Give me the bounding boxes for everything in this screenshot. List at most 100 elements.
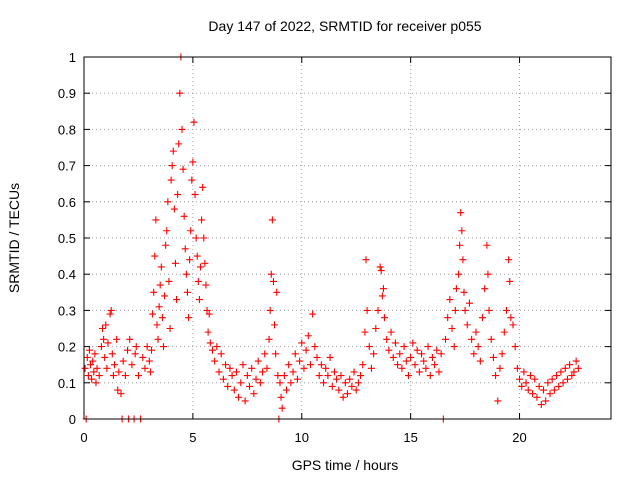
data-point: [139, 353, 147, 361]
data-point: [205, 310, 213, 318]
data-point: [237, 379, 245, 387]
x-tick-label: 5: [189, 430, 196, 445]
data-point: [128, 361, 136, 369]
data-point: [498, 350, 506, 358]
data-point: [182, 270, 190, 278]
data-point: [201, 259, 209, 267]
data-point: [500, 328, 508, 336]
y-tick-label: 1: [69, 50, 76, 65]
data-point: [191, 191, 199, 199]
data-point: [91, 350, 99, 358]
y-tick-label: 0: [69, 412, 76, 427]
data-point: [435, 368, 443, 376]
data-point: [354, 379, 362, 387]
data-point: [154, 335, 162, 343]
data-point: [468, 335, 476, 343]
data-point: [489, 353, 497, 361]
data-point: [424, 343, 432, 351]
data-point: [134, 372, 142, 380]
data-point: [254, 357, 262, 365]
data-point: [409, 339, 417, 347]
data-point: [357, 372, 365, 380]
data-point: [381, 314, 389, 322]
data-point: [157, 263, 165, 271]
data-point: [537, 401, 545, 409]
data-point: [539, 386, 547, 394]
data-point: [561, 364, 569, 372]
data-point: [383, 335, 391, 343]
data-point: [465, 299, 473, 307]
x-tick-label: 10: [295, 430, 309, 445]
data-point: [362, 256, 370, 264]
data-point: [280, 372, 288, 380]
data-point: [266, 306, 274, 314]
data-point: [219, 375, 227, 383]
data-point: [320, 379, 328, 387]
data-point: [188, 176, 196, 184]
data-point: [265, 335, 273, 343]
data-point: [106, 310, 114, 318]
data-point: [293, 375, 301, 383]
data-point: [474, 343, 482, 351]
data-point: [241, 397, 249, 405]
data-point: [228, 372, 236, 380]
data-point: [433, 346, 441, 354]
data-point: [484, 270, 492, 278]
data-point: [162, 241, 170, 249]
data-point: [302, 346, 310, 354]
data-point: [156, 281, 164, 289]
data-point: [190, 118, 198, 126]
data-point: [126, 335, 134, 343]
data-point: [461, 306, 469, 314]
data-point: [398, 364, 406, 372]
data-point: [298, 339, 306, 347]
data-point: [163, 227, 171, 235]
data-point: [187, 227, 195, 235]
data-point: [378, 292, 386, 300]
data-point: [92, 379, 100, 387]
data-point: [485, 306, 493, 314]
data-point: [243, 372, 251, 380]
data-point: [572, 357, 580, 365]
data-point: [458, 227, 466, 235]
data-point: [472, 328, 480, 336]
data-point: [158, 314, 166, 322]
data-point: [204, 328, 212, 336]
data-point: [422, 364, 430, 372]
y-axis-label: SRMTID / TECUs: [6, 183, 22, 293]
data-point: [505, 256, 513, 264]
data-point: [217, 350, 225, 358]
data-point: [232, 368, 240, 376]
data-point: [365, 343, 373, 351]
data-point: [330, 368, 338, 376]
data-point: [198, 216, 206, 224]
data-point: [87, 361, 95, 369]
data-point: [450, 343, 458, 351]
data-point: [84, 372, 92, 380]
data-point: [548, 375, 556, 383]
data-point: [535, 382, 543, 390]
data-point: [101, 353, 109, 361]
data-point: [261, 350, 269, 358]
data-point: [256, 379, 264, 387]
data-point: [169, 147, 177, 155]
data-point: [109, 372, 117, 380]
y-tick-label: 0.8: [58, 122, 76, 137]
data-point: [520, 368, 528, 376]
data-point: [542, 397, 550, 405]
data-point: [502, 306, 510, 314]
data-point: [328, 382, 336, 390]
data-point: [341, 379, 349, 387]
data-point: [99, 325, 107, 332]
data-point: [200, 234, 208, 242]
data-point: [268, 216, 276, 224]
data-point: [114, 386, 122, 394]
data-point: [377, 267, 385, 275]
data-point: [404, 372, 412, 380]
data-point: [246, 382, 254, 390]
grid: [84, 57, 611, 419]
data-point: [278, 404, 286, 412]
data-point: [570, 368, 578, 376]
data-point: [481, 285, 489, 293]
data-point: [271, 321, 279, 329]
